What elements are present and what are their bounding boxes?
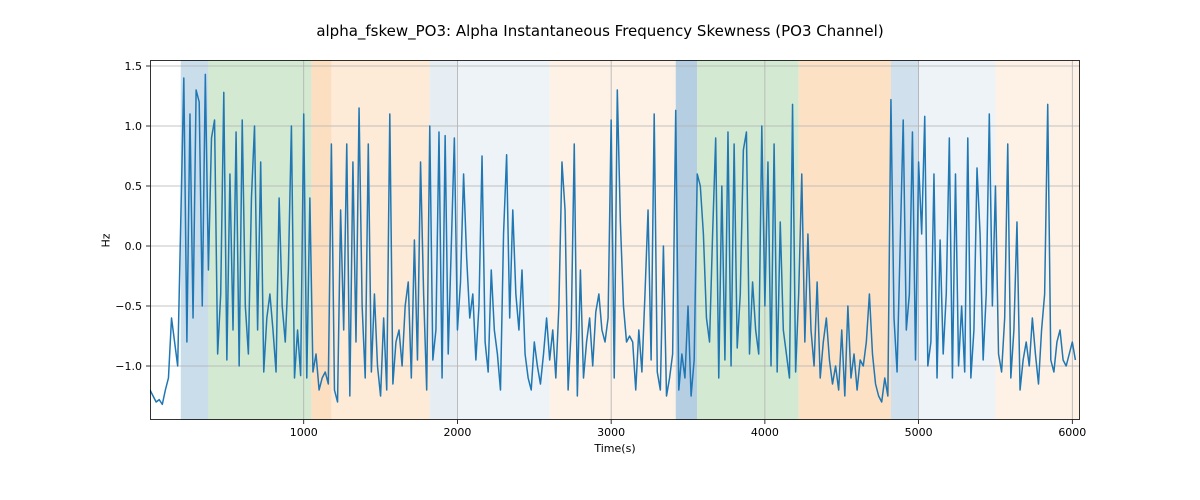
y-tick-label: 0.0 — [125, 240, 143, 253]
x-tick-label: 4000 — [751, 426, 779, 439]
y-tick-label: −1.0 — [115, 360, 142, 373]
plot-area: 100020003000400050006000−1.0−0.50.00.51.… — [150, 60, 1080, 420]
figure: alpha_fskew_PO3: Alpha Instantaneous Fre… — [0, 0, 1200, 500]
x-tick-label: 1000 — [290, 426, 318, 439]
y-tick-label: 0.5 — [125, 180, 143, 193]
y-axis-label: Hz — [96, 60, 116, 420]
y-axis-label-text: Hz — [99, 233, 112, 247]
chart-title: alpha_fskew_PO3: Alpha Instantaneous Fre… — [0, 22, 1200, 40]
x-axis-label: Time(s) — [150, 442, 1080, 455]
x-tick-label: 6000 — [1058, 426, 1086, 439]
x-tick-label: 5000 — [905, 426, 933, 439]
y-tick-label: −0.5 — [115, 300, 142, 313]
y-tick-label: 1.5 — [125, 60, 143, 73]
plot-svg: 100020003000400050006000−1.0−0.50.00.51.… — [150, 60, 1080, 420]
x-tick-label: 3000 — [597, 426, 625, 439]
x-tick-label: 2000 — [443, 426, 471, 439]
y-tick-label: 1.0 — [125, 120, 143, 133]
